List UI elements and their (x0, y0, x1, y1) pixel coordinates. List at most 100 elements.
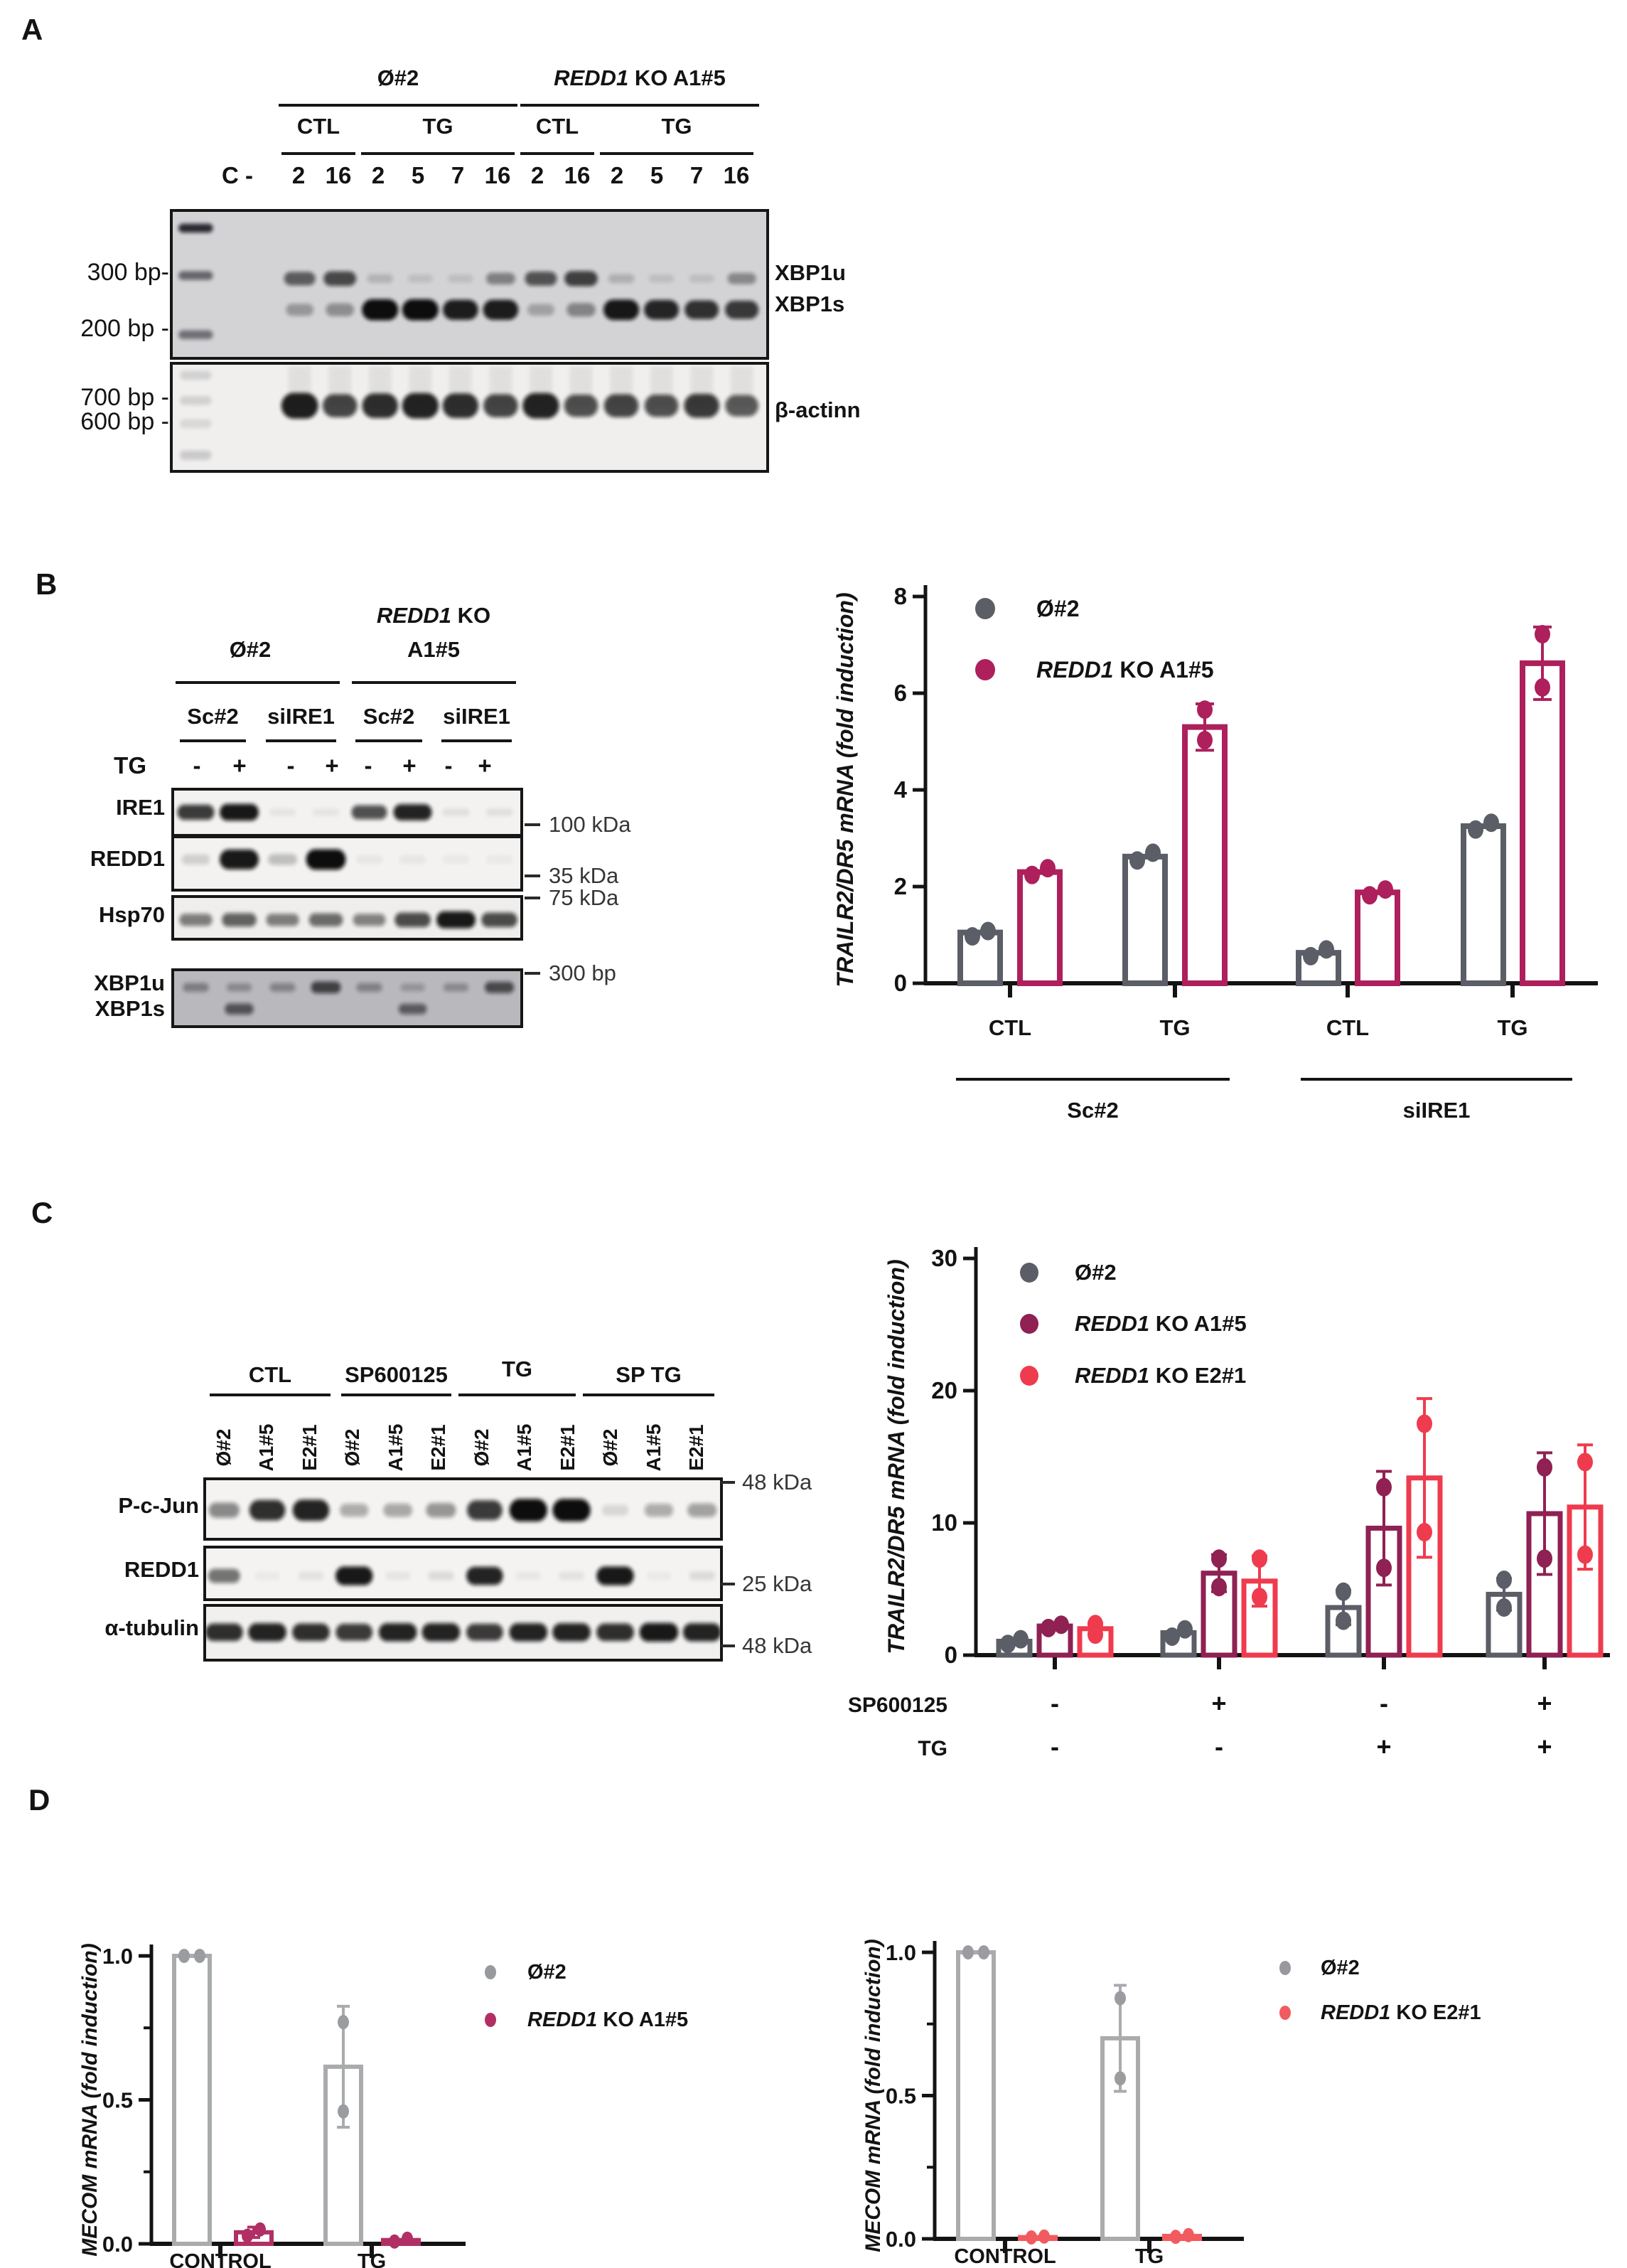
blot-hsp70 (171, 895, 523, 941)
marker-300bp: 300 bp- (87, 259, 169, 286)
svg-text:TG: TG (1159, 1015, 1190, 1040)
sub-underline (520, 152, 594, 155)
marker-tick (525, 823, 540, 826)
tg-plus-minus: - (364, 752, 372, 779)
legend-label-control: Ø#2 (1036, 596, 1080, 621)
svg-text:30: 30 (931, 1245, 957, 1271)
tg-plus-minus: - (193, 752, 201, 779)
legend-dot-redd1-ko-e21-c (1020, 1366, 1038, 1386)
lane-number: 7 (451, 162, 465, 188)
lane-label-negative-control: C - (222, 162, 253, 188)
marker-200bp: 200 bp - (80, 315, 169, 342)
svg-text:+: + (1211, 1689, 1226, 1718)
svg-text:MECOM mRNA (fold induction): MECOM mRNA (fold induction) (861, 1939, 885, 2252)
svg-text:+: + (1376, 1732, 1391, 1761)
gel-beta-actin-timecourse (170, 362, 769, 473)
blot-row-label-redd1: REDD1 (90, 846, 165, 871)
lane-label-rotated: A1#5 (385, 1423, 407, 1472)
tg-plus-minus: + (232, 752, 247, 779)
lane-label-rotated: E2#1 (427, 1424, 449, 1471)
svg-text:1.0: 1.0 (886, 1940, 916, 1965)
legend-dot-redd1-ko-a15-c (1020, 1314, 1038, 1334)
lane-label-rotated: Ø#2 (213, 1428, 235, 1467)
panel-b-sirna-siire1-2: siIRE1 (443, 704, 510, 729)
sub-underline (281, 152, 355, 155)
panel-c-header-sp-tg: SP TG (616, 1362, 682, 1387)
blot-alpha-tubulin (203, 1604, 723, 1662)
tg-plus-minus: + (402, 752, 417, 779)
panel-d-label: D (28, 1783, 50, 1817)
marker-tick (721, 1644, 735, 1647)
svg-text:0.0: 0.0 (886, 2227, 916, 2252)
svg-text:+: + (1537, 1689, 1552, 1718)
sub-underline (441, 739, 512, 742)
legend-dot-control-d2 (1279, 1961, 1291, 1975)
tg-plus-minus: - (444, 752, 453, 779)
sub-underline (361, 152, 515, 155)
svg-text:CONTROL: CONTROL (954, 2245, 1056, 2268)
gel-xbp1-rtpcr (171, 968, 523, 1028)
marker-600bp: 600 bp - (80, 408, 169, 435)
legend-label-redd1-ko-a15: REDD1 KO A1#5 (1036, 657, 1214, 683)
band-label-beta-actin: β-actinn (775, 397, 861, 422)
group-underline (210, 1394, 331, 1396)
tg-plus-minus: + (478, 752, 492, 779)
blot-row-label-hsp70: Hsp70 (98, 902, 165, 927)
marker-tick (721, 1481, 735, 1484)
marker-25kda: 25 kDa (742, 1571, 812, 1596)
legend-label-redd1-ko-e21-d2: REDD1 KO E2#1 (1321, 2001, 1481, 2024)
lane-label-rotated: A1#5 (643, 1423, 665, 1472)
panel-a-group-header-redd1-ko: REDD1 KO A1#5 (554, 65, 726, 90)
marker-35kda: 35 kDa (549, 863, 619, 888)
lane-number: 5 (411, 162, 425, 188)
legend-dot-redd1-ko-a15-d1 (485, 2013, 496, 2027)
svg-text:-: - (1051, 1732, 1059, 1761)
marker-100kda: 100 kDa (549, 812, 631, 837)
legend-label-control-d1: Ø#2 (527, 1961, 567, 1984)
svg-text:0.0: 0.0 (102, 2232, 133, 2257)
legend-label-control-c: Ø#2 (1075, 1260, 1117, 1285)
panel-c-label: C (31, 1196, 53, 1229)
tg-plus-minus: + (325, 752, 339, 779)
panel-a-sub-ctl-2: CTL (535, 114, 579, 139)
blot-row-label-redd1-c: REDD1 (124, 1557, 199, 1582)
lane-number: 2 (291, 162, 306, 188)
legend-label-redd1-ko-e21-c: REDD1 KO E2#1 (1075, 1363, 1247, 1388)
svg-text:TG: TG (1497, 1015, 1527, 1040)
panel-b-tg-row-label: TG (114, 752, 146, 779)
panel-a-sub-tg-1: TG (422, 114, 453, 139)
panel-b-sirna-sc2-2: Sc#2 (363, 704, 415, 729)
svg-text:0.5: 0.5 (102, 2088, 133, 2113)
svg-text:0: 0 (945, 1642, 957, 1668)
lane-number: 16 (484, 162, 511, 188)
blot-ire1 (171, 788, 523, 837)
marker-700bp: 700 bp - (80, 384, 169, 411)
marker-75kda: 75 kDa (549, 885, 619, 910)
svg-text:MECOM mRNA (fold induction): MECOM mRNA (fold induction) (78, 1943, 102, 2256)
lane-label-rotated: A1#5 (513, 1423, 535, 1472)
svg-text:4: 4 (894, 776, 908, 803)
band-label-xbp1s: XBP1s (775, 291, 845, 316)
svg-text:1.0: 1.0 (102, 1944, 133, 1969)
lane-number: 2 (530, 162, 544, 188)
lane-label-rotated: E2#1 (685, 1424, 707, 1471)
blot-row-label-ire1: IRE1 (116, 795, 165, 820)
svg-text:TG: TG (1135, 2245, 1164, 2268)
svg-text:+: + (1537, 1732, 1552, 1761)
sub-underline (355, 739, 422, 742)
sub-underline (600, 152, 753, 155)
svg-text:2: 2 (894, 873, 907, 899)
panel-a-sub-tg-2: TG (661, 114, 692, 139)
marker-tick (525, 874, 540, 877)
group-underline (520, 104, 759, 107)
panel-c-header-ctl: CTL (248, 1362, 292, 1387)
tg-plus-minus: - (286, 752, 295, 779)
lane-label-rotated: Ø#2 (599, 1428, 621, 1467)
lane-label-rotated: E2#1 (557, 1424, 579, 1471)
panel-c-header-tg: TG (501, 1357, 533, 1381)
group-underline (458, 1394, 576, 1396)
blot-redd1-c (203, 1546, 723, 1601)
blot-row-label-alpha-tubulin: α-tubulin (104, 1615, 199, 1640)
